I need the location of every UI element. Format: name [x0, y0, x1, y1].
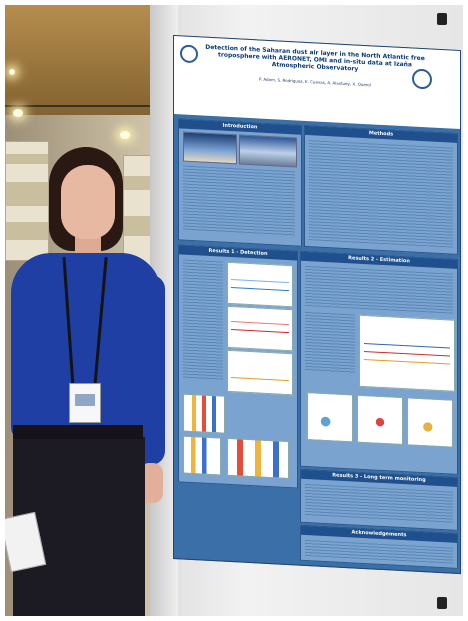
scatter-plot	[357, 394, 403, 446]
text-block	[305, 311, 355, 375]
text-block	[183, 259, 223, 382]
belt	[13, 425, 143, 439]
text-block	[305, 483, 453, 524]
poster-section-methods: Methods	[304, 124, 458, 255]
mountain-photo	[183, 131, 237, 165]
bar-chart	[227, 437, 289, 480]
text-block	[309, 140, 453, 248]
text-block	[305, 265, 453, 314]
light-rail	[5, 105, 175, 107]
bar-chart	[183, 435, 221, 476]
poster-section-results-estimation: Results 2 - Estimation	[300, 250, 458, 475]
scientific-poster: Detection of the Saharan dust air layer …	[173, 35, 461, 575]
face	[61, 165, 115, 239]
scatter-plot	[407, 397, 453, 448]
presenter	[5, 5, 175, 616]
poster-section-long-term-monitoring: Results 3 - Long term monitoring	[300, 468, 458, 531]
binder-clip	[437, 13, 447, 25]
section-title: Results 1 - Detection	[179, 245, 297, 261]
institute-logo	[180, 44, 198, 64]
scatter-plot	[307, 392, 353, 443]
photo-frame: Detection of the Saharan dust air layer …	[5, 5, 463, 616]
ceiling-lamp	[9, 69, 15, 75]
name-badge	[69, 383, 101, 423]
ceiling-lamp	[13, 109, 23, 117]
text-block	[183, 165, 295, 238]
text-block	[305, 539, 453, 564]
poster-header: Detection of the Saharan dust air layer …	[174, 36, 460, 130]
poster-section-introduction: Introduction	[178, 118, 302, 247]
bar-chart	[183, 393, 225, 434]
satellite-image	[239, 134, 297, 168]
poster-title: Detection of the Saharan dust air layer …	[205, 43, 425, 73]
time-series-plot	[227, 305, 293, 352]
binder-clip	[437, 597, 447, 609]
time-series-plot	[227, 349, 293, 396]
poster-authors: P. Adam, S. Rodriguez, E. Cuevas, A. Ala…	[259, 76, 371, 88]
poster-section-results-detection: Results 1 - Detection	[178, 244, 298, 489]
ceiling-lamp	[120, 131, 130, 139]
time-series-plot	[227, 261, 293, 308]
poster-section-acknowledgements: Acknowledgements	[300, 524, 458, 569]
monthly-averages-plot	[359, 314, 455, 392]
